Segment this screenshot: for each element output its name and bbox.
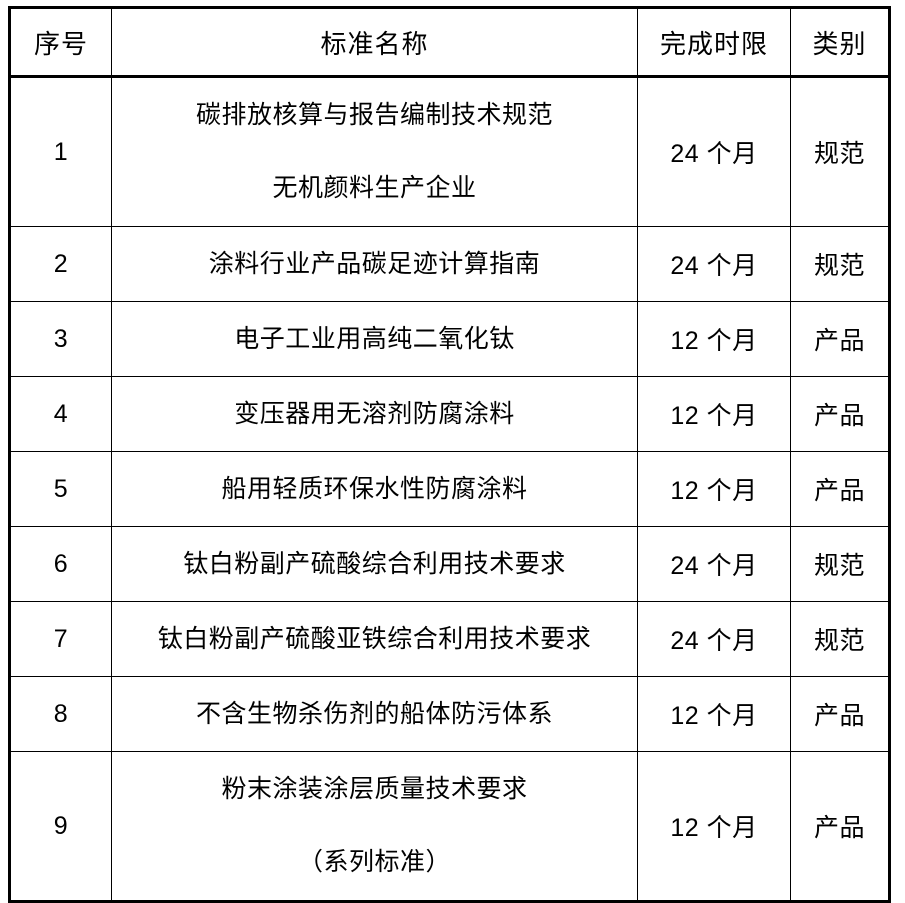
table-header-row: 序号 标准名称 完成时限 类别 xyxy=(9,7,890,78)
cell-standard-name: 钛白粉副产硫酸综合利用技术要求 xyxy=(111,526,638,602)
cell-index: 8 xyxy=(9,676,112,752)
cell-category: 产品 xyxy=(790,676,890,752)
table-header: 序号 标准名称 完成时限 类别 xyxy=(9,7,890,78)
cell-standard-name: 船用轻质环保水性防腐涂料 xyxy=(111,451,638,527)
standard-name-line-1: 钛白粉副产硫酸综合利用技术要求 xyxy=(183,549,566,578)
cell-standard-name: 粉末涂装涂层质量技术要求 （系列标准） xyxy=(111,751,638,902)
cell-index: 3 xyxy=(9,301,112,377)
cell-index: 6 xyxy=(9,526,112,602)
standard-name-line-1: 涂料行业产品碳足迹计算指南 xyxy=(208,249,541,278)
cell-category: 产品 xyxy=(790,451,890,527)
cell-completion-deadline: 24 个月 xyxy=(637,226,791,302)
cell-index: 9 xyxy=(9,751,112,902)
cell-completion-deadline: 12 个月 xyxy=(637,376,791,452)
cell-index: 5 xyxy=(9,451,112,527)
cell-category: 产品 xyxy=(790,301,890,377)
standards-table: 序号 标准名称 完成时限 类别 1 碳排放核算与报告编制技术规范 无机颜料生产企… xyxy=(8,6,891,903)
table-row: 3 电子工业用高纯二氧化钛 12 个月 产品 xyxy=(9,301,890,377)
standard-name-line-1: 粉末涂装涂层质量技术要求 xyxy=(221,775,528,804)
cell-completion-deadline: 12 个月 xyxy=(637,676,791,752)
standard-name-line-1: 电子工业用高纯二氧化钛 xyxy=(234,324,515,353)
table-row: 9 粉末涂装涂层质量技术要求 （系列标准） 12 个月 产品 xyxy=(9,751,890,902)
standard-name-line-1: 变压器用无溶剂防腐涂料 xyxy=(234,399,515,428)
cell-standard-name: 钛白粉副产硫酸亚铁综合利用技术要求 xyxy=(111,601,638,677)
cell-index: 7 xyxy=(9,601,112,677)
column-header-standard-name: 标准名称 xyxy=(111,7,638,78)
cell-index: 4 xyxy=(9,376,112,452)
cell-category: 规范 xyxy=(790,601,890,677)
standard-name-line-1: 不含生物杀伤剂的船体防污体系 xyxy=(195,699,553,728)
cell-standard-name: 变压器用无溶剂防腐涂料 xyxy=(111,376,638,452)
column-header-index: 序号 xyxy=(9,7,112,78)
cell-category: 规范 xyxy=(790,526,890,602)
table-row: 1 碳排放核算与报告编制技术规范 无机颜料生产企业 24 个月 规范 xyxy=(9,76,890,227)
standards-table-container: 序号 标准名称 完成时限 类别 1 碳排放核算与报告编制技术规范 无机颜料生产企… xyxy=(8,6,891,903)
column-header-category: 类别 xyxy=(790,7,890,78)
standard-name-lines: 粉末涂装涂层质量技术要求 （系列标准） xyxy=(116,775,633,877)
standard-name-line-1: 钛白粉副产硫酸亚铁综合利用技术要求 xyxy=(157,624,592,653)
standard-name-line-2: 无机颜料生产企业 xyxy=(272,174,477,202)
table-row: 2 涂料行业产品碳足迹计算指南 24 个月 规范 xyxy=(9,226,890,302)
table-row: 7 钛白粉副产硫酸亚铁综合利用技术要求 24 个月 规范 xyxy=(9,601,890,677)
table-row: 4 变压器用无溶剂防腐涂料 12 个月 产品 xyxy=(9,376,890,452)
standard-name-lines: 碳排放核算与报告编制技术规范 无机颜料生产企业 xyxy=(116,101,633,203)
cell-completion-deadline: 24 个月 xyxy=(637,601,791,677)
cell-standard-name: 不含生物杀伤剂的船体防污体系 xyxy=(111,676,638,752)
standard-name-line-2: （系列标准） xyxy=(297,848,451,876)
table-row: 6 钛白粉副产硫酸综合利用技术要求 24 个月 规范 xyxy=(9,526,890,602)
cell-standard-name: 碳排放核算与报告编制技术规范 无机颜料生产企业 xyxy=(111,76,638,227)
cell-category: 产品 xyxy=(790,376,890,452)
cell-completion-deadline: 12 个月 xyxy=(637,751,791,902)
cell-index: 2 xyxy=(9,226,112,302)
table-row: 8 不含生物杀伤剂的船体防污体系 12 个月 产品 xyxy=(9,676,890,752)
cell-completion-deadline: 12 个月 xyxy=(637,451,791,527)
standard-name-line-1: 碳排放核算与报告编制技术规范 xyxy=(195,101,553,130)
cell-category: 规范 xyxy=(790,226,890,302)
cell-completion-deadline: 24 个月 xyxy=(637,526,791,602)
standard-name-line-1: 船用轻质环保水性防腐涂料 xyxy=(221,474,528,503)
cell-category: 产品 xyxy=(790,751,890,902)
cell-completion-deadline: 24 个月 xyxy=(637,76,791,227)
cell-index: 1 xyxy=(9,76,112,227)
table-body: 1 碳排放核算与报告编制技术规范 无机颜料生产企业 24 个月 规范 2 涂料行… xyxy=(9,76,890,902)
column-header-completion-deadline: 完成时限 xyxy=(637,7,791,78)
cell-standard-name: 涂料行业产品碳足迹计算指南 xyxy=(111,226,638,302)
cell-standard-name: 电子工业用高纯二氧化钛 xyxy=(111,301,638,377)
table-row: 5 船用轻质环保水性防腐涂料 12 个月 产品 xyxy=(9,451,890,527)
cell-completion-deadline: 12 个月 xyxy=(637,301,791,377)
cell-category: 规范 xyxy=(790,76,890,227)
